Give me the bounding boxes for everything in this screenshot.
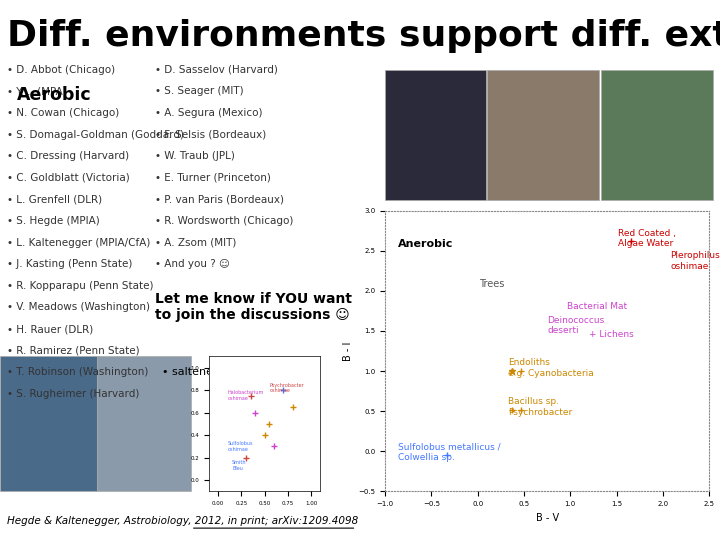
- Text: • L. Grenfell (DLR): • L. Grenfell (DLR): [7, 194, 102, 205]
- Text: • F. Selsis (Bordeaux): • F. Selsis (Bordeaux): [155, 130, 266, 140]
- Text: • A. Zsom (MIT): • A. Zsom (MIT): [155, 238, 236, 248]
- Text: • S. Hegde (MPIA): • S. Hegde (MPIA): [7, 216, 100, 226]
- Text: • R. Wordsworth (Chicago): • R. Wordsworth (Chicago): [155, 216, 293, 226]
- Text: • C. Goldblatt (Victoria): • C. Goldblatt (Victoria): [7, 173, 130, 183]
- Text: Bacillus sp.
Psychrobacter: Bacillus sp. Psychrobacter: [508, 397, 572, 417]
- Text: • N. Cowan (Chicago): • N. Cowan (Chicago): [7, 108, 120, 118]
- Text: • H. Rauer (DLR): • H. Rauer (DLR): [7, 324, 94, 334]
- Text: • V. Meadows (Washington): • V. Meadows (Washington): [7, 302, 150, 313]
- Text: Sulfolobus metallicus /
Colwellia sp.: Sulfolobus metallicus / Colwellia sp.: [398, 442, 501, 462]
- Text: Halobacterium
oshimae: Halobacterium oshimae: [228, 390, 264, 401]
- Text: • P. van Paris (Bordeaux): • P. van Paris (Bordeaux): [155, 194, 284, 205]
- Text: • D. Abbot (Chicago): • D. Abbot (Chicago): [7, 65, 115, 75]
- FancyBboxPatch shape: [385, 70, 486, 200]
- Text: Hegde & Kaltenegger, Astrobiology, 2012, in print; arXiv:1209.4098: Hegde & Kaltenegger, Astrobiology, 2012,…: [7, 516, 359, 526]
- Y-axis label: B - I: B - I: [343, 341, 353, 361]
- Text: • T. Robinson (Washington): • T. Robinson (Washington): [7, 367, 148, 377]
- FancyBboxPatch shape: [97, 356, 191, 491]
- FancyBboxPatch shape: [487, 70, 599, 200]
- Text: • C. Dressing (Harvard): • C. Dressing (Harvard): [7, 151, 130, 161]
- Text: • R. Kopparapu (Penn State): • R. Kopparapu (Penn State): [7, 281, 153, 291]
- Text: • saltenegger@mpia.de: • saltenegger@mpia.de: [162, 367, 295, 377]
- Text: Anerobic: Anerobic: [398, 239, 454, 249]
- X-axis label: B - V: B - V: [536, 512, 559, 523]
- Text: Psychrobacter
oshimae: Psychrobacter oshimae: [269, 382, 304, 393]
- Text: Trees: Trees: [480, 279, 505, 288]
- Text: Plerophilus
oshimae: Plerophilus oshimae: [670, 252, 720, 271]
- Text: Aerobic: Aerobic: [17, 86, 91, 104]
- Text: • Y. ...(MPA): • Y. ...(MPA): [7, 86, 67, 97]
- Text: Deinococcus
deserti: Deinococcus deserti: [547, 316, 605, 335]
- Text: • W. Traub (JPL): • W. Traub (JPL): [155, 151, 235, 161]
- Text: Let me know if YOU want
to join the discussions ☺: Let me know if YOU want to join the disc…: [155, 292, 352, 322]
- Text: • S. Rugheimer (Harvard): • S. Rugheimer (Harvard): [7, 389, 140, 399]
- Text: • D. Sasselov (Harvard): • D. Sasselov (Harvard): [155, 65, 278, 75]
- Text: • E. Turner (Princeton): • E. Turner (Princeton): [155, 173, 271, 183]
- Text: + Lichens: + Lichens: [590, 329, 634, 339]
- Text: • L. Kaltenegger (MPIA/CfA): • L. Kaltenegger (MPIA/CfA): [7, 238, 150, 248]
- Text: • And you ? ☺: • And you ? ☺: [155, 259, 230, 269]
- Text: • S. Seager (MIT): • S. Seager (MIT): [155, 86, 243, 97]
- Text: Diff. environments support diff. extremophiles on Earth: Diff. environments support diff. extremo…: [7, 19, 720, 53]
- Text: Sulfolobus
oshimae: Sulfolobus oshimae: [228, 441, 253, 452]
- FancyBboxPatch shape: [0, 356, 97, 491]
- Text: • A. Segura (Mexico): • A. Segura (Mexico): [155, 108, 262, 118]
- Text: • J. Kasting (Penn State): • J. Kasting (Penn State): [7, 259, 132, 269]
- Text: Endoliths
e.g. Cyanobacteria: Endoliths e.g. Cyanobacteria: [508, 358, 594, 377]
- Text: • R. Ramirez (Penn State): • R. Ramirez (Penn State): [7, 346, 140, 356]
- Text: Red Coated ,
Algae Water: Red Coated , Algae Water: [618, 229, 677, 248]
- Text: Bacterial Mat: Bacterial Mat: [567, 301, 627, 310]
- Text: Smith
Bleu: Smith Bleu: [232, 460, 246, 471]
- Text: • S. Domagal-Goldman (Goddard): • S. Domagal-Goldman (Goddard): [7, 130, 184, 140]
- FancyBboxPatch shape: [601, 70, 713, 200]
